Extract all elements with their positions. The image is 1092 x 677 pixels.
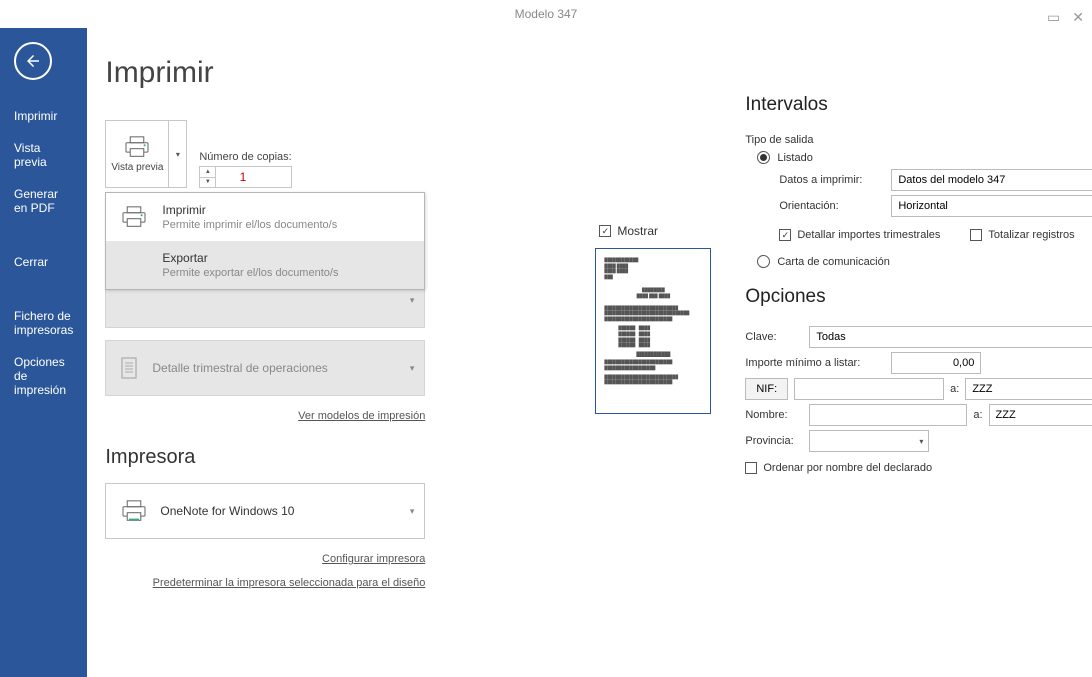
- detallar-label: Detallar importes trimestrales: [797, 229, 940, 241]
- tipo-salida-label: Tipo de salida: [745, 134, 1092, 146]
- vista-previa-label: Vista previa: [111, 162, 163, 173]
- chevron-down-icon: ▾: [176, 150, 180, 159]
- printer-icon: [123, 136, 151, 158]
- dropdown-exportar-desc: Permite exportar el/los documento/s: [162, 267, 338, 279]
- arrow-left-icon: [24, 52, 42, 70]
- close-icon[interactable]: ✕: [1072, 3, 1084, 31]
- printer-icon: [120, 500, 148, 522]
- dropdown-imprimir-desc: Permite imprimir el/los documento/s: [162, 219, 337, 231]
- printer-icon: [120, 206, 148, 228]
- nif-from-input[interactable]: [801, 379, 937, 399]
- nombre-from-input[interactable]: [816, 405, 960, 425]
- intervalos-title: Intervalos: [745, 94, 1092, 116]
- ordenar-checkbox[interactable]: [745, 462, 757, 474]
- chevron-down-icon: ▾: [410, 506, 415, 517]
- chevron-down-icon: ▾: [919, 437, 923, 446]
- nif-button[interactable]: NIF:: [745, 378, 788, 400]
- radio-carta[interactable]: [757, 255, 770, 268]
- minimize-icon[interactable]: ▭: [1047, 3, 1060, 31]
- a-label-1: a:: [950, 383, 959, 395]
- sidebar-item-opciones-impresion[interactable]: Opciones de impresión: [0, 346, 87, 406]
- sidebar-item-fichero-impresoras[interactable]: Fichero de impresoras: [0, 300, 87, 346]
- totalizar-label: Totalizar registros: [988, 229, 1074, 241]
- dropdown-item-exportar[interactable]: Exportar Permite exportar el/los documen…: [106, 241, 424, 289]
- ordenar-label: Ordenar por nombre del declarado: [763, 462, 932, 474]
- back-button[interactable]: [14, 42, 52, 80]
- nombre-to-input[interactable]: [996, 405, 1092, 425]
- configurar-link[interactable]: Configurar impresora: [322, 553, 425, 565]
- importe-label: Importe mínimo a listar:: [745, 357, 885, 369]
- clave-select[interactable]: Todas ▾: [809, 326, 1092, 348]
- detalle-label: Detalle trimestral de operaciones: [152, 361, 327, 375]
- provincia-select[interactable]: ▾: [809, 430, 929, 452]
- clave-label: Clave:: [745, 331, 803, 343]
- importe-input[interactable]: [898, 353, 974, 373]
- window-controls: ▭ ✕: [1047, 3, 1084, 31]
- preview-dropdown-menu: Imprimir Permite imprimir el/los documen…: [105, 192, 425, 290]
- document-preview-thumbnail[interactable]: ████████████ ████ ████████ ███████ █████…: [595, 248, 711, 414]
- impresora-title: Impresora: [105, 446, 585, 469]
- provincia-label: Provincia:: [745, 435, 803, 447]
- datos-imprimir-select[interactable]: Datos del modelo 347 ▾: [891, 169, 1092, 191]
- sidebar-item-imprimir[interactable]: Imprimir: [0, 100, 87, 132]
- vista-previa-button[interactable]: Vista previa: [106, 121, 168, 187]
- vista-previa-dropdown-toggle[interactable]: ▾: [168, 121, 186, 187]
- document-icon: [120, 356, 140, 380]
- copies-label: Número de copias:: [199, 151, 291, 163]
- sidebar: Imprimir Vista previa Generar en PDF Cer…: [0, 28, 87, 677]
- printer-name: OneNote for Windows 10: [160, 504, 294, 518]
- carta-label: Carta de comunicación: [777, 256, 890, 268]
- dropdown-imprimir-title: Imprimir: [162, 203, 337, 217]
- window-title: Modelo 347: [515, 7, 578, 21]
- copies-spinner: ▲ ▼: [199, 166, 291, 188]
- dropdown-exportar-title: Exportar: [162, 251, 338, 265]
- titlebar: Modelo 347 ▭ ✕: [0, 0, 1092, 28]
- nombre-label: Nombre:: [745, 409, 803, 421]
- chevron-down-icon: ▾: [410, 363, 415, 374]
- radio-listado[interactable]: [757, 151, 770, 164]
- copies-input[interactable]: [216, 170, 252, 184]
- listado-label: Listado: [777, 152, 812, 164]
- page-title: Imprimir: [105, 56, 585, 90]
- sidebar-item-vista-previa[interactable]: Vista previa: [0, 132, 87, 178]
- mostrar-checkbox[interactable]: ✓: [599, 225, 611, 237]
- a-label-2: a:: [973, 409, 982, 421]
- sidebar-item-generar-pdf[interactable]: Generar en PDF: [0, 178, 87, 224]
- detalle-trimestral-select[interactable]: Detalle trimestral de operaciones ▾: [105, 340, 425, 396]
- orientacion-label: Orientación:: [779, 200, 883, 212]
- chevron-down-icon: ▾: [410, 295, 415, 306]
- vista-previa-split-button: Vista previa ▾: [105, 120, 187, 188]
- nif-to-input[interactable]: [972, 379, 1088, 399]
- copies-up[interactable]: ▲: [200, 167, 215, 178]
- totalizar-checkbox[interactable]: [970, 229, 982, 241]
- ver-modelos-link[interactable]: Ver modelos de impresión: [298, 410, 425, 422]
- predeterminar-link[interactable]: Predeterminar la impresora seleccionada …: [153, 577, 426, 589]
- dropdown-item-imprimir[interactable]: Imprimir Permite imprimir el/los documen…: [106, 193, 424, 241]
- opciones-title: Opciones: [745, 286, 1092, 308]
- datos-imprimir-label: Datos a imprimir:: [779, 174, 883, 186]
- printer-select[interactable]: OneNote for Windows 10 ▾: [105, 483, 425, 539]
- detallar-checkbox[interactable]: ✓: [779, 229, 791, 241]
- mostrar-label: Mostrar: [617, 224, 658, 238]
- sidebar-item-cerrar[interactable]: Cerrar: [0, 246, 87, 278]
- copies-down[interactable]: ▼: [200, 178, 215, 188]
- orientacion-select[interactable]: Horizontal ▾: [891, 195, 1092, 217]
